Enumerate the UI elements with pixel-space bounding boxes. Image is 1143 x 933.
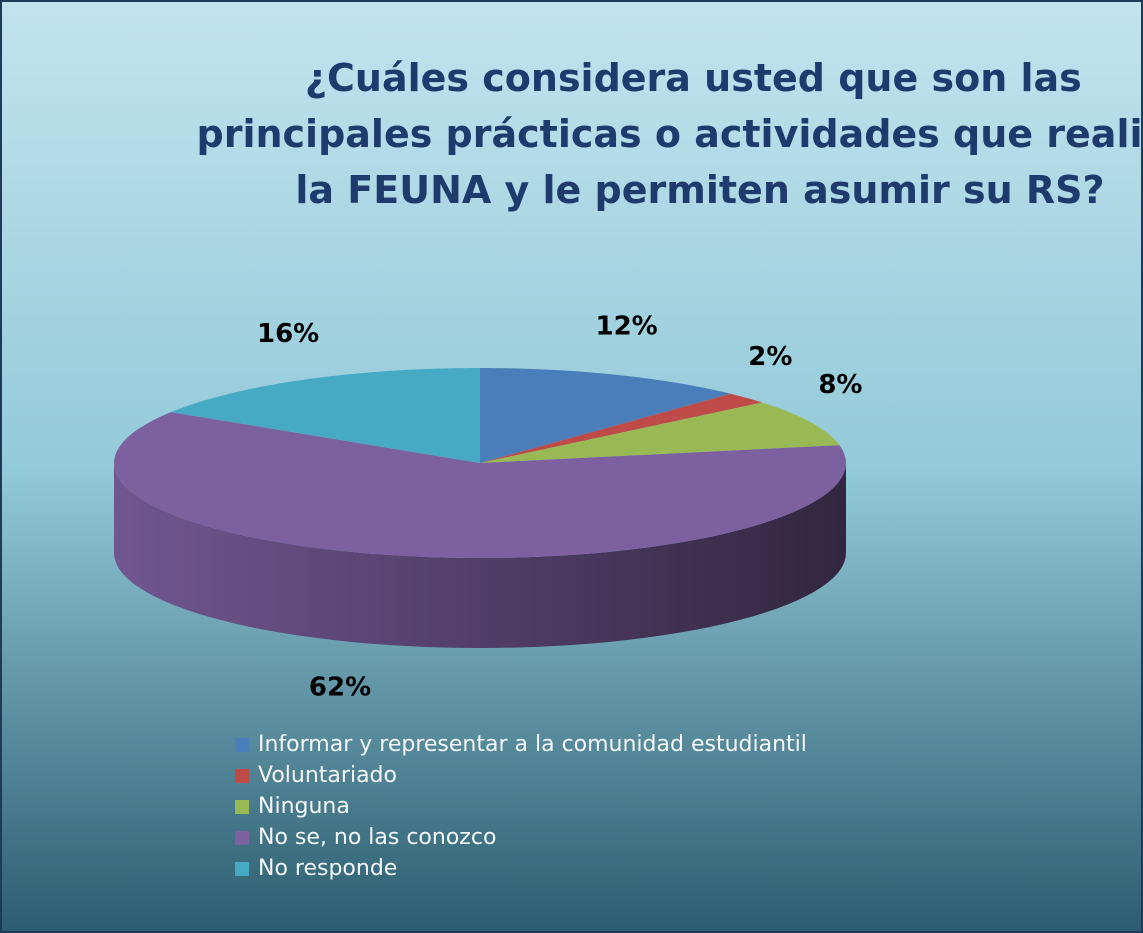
legend-swatch — [235, 738, 249, 752]
data-label: 2% — [748, 342, 792, 372]
legend-swatch — [235, 862, 249, 876]
pie-slice — [480, 393, 763, 463]
pie-slice — [170, 368, 480, 463]
data-label: 12% — [596, 312, 658, 342]
legend-label: Informar y representar a la comunidad es… — [258, 732, 807, 757]
data-label: 62% — [309, 673, 371, 703]
legend-label: Voluntariado — [258, 763, 397, 788]
pie-side — [114, 463, 846, 648]
pie-slice — [114, 412, 846, 558]
data-label: 16% — [257, 319, 319, 349]
legend-label: No se, no las conozco — [258, 825, 496, 850]
pie-slice — [480, 368, 731, 463]
chart-title: ¿Cuáles considera usted que son las prin… — [197, 56, 1143, 212]
legend-swatch — [235, 800, 249, 814]
legend-label: No responde — [258, 856, 397, 881]
legend-swatch — [235, 831, 249, 845]
pie-slice — [480, 402, 840, 463]
data-label: 8% — [818, 370, 862, 400]
legend-label: Ninguna — [258, 794, 350, 819]
legend-swatch — [235, 769, 249, 783]
